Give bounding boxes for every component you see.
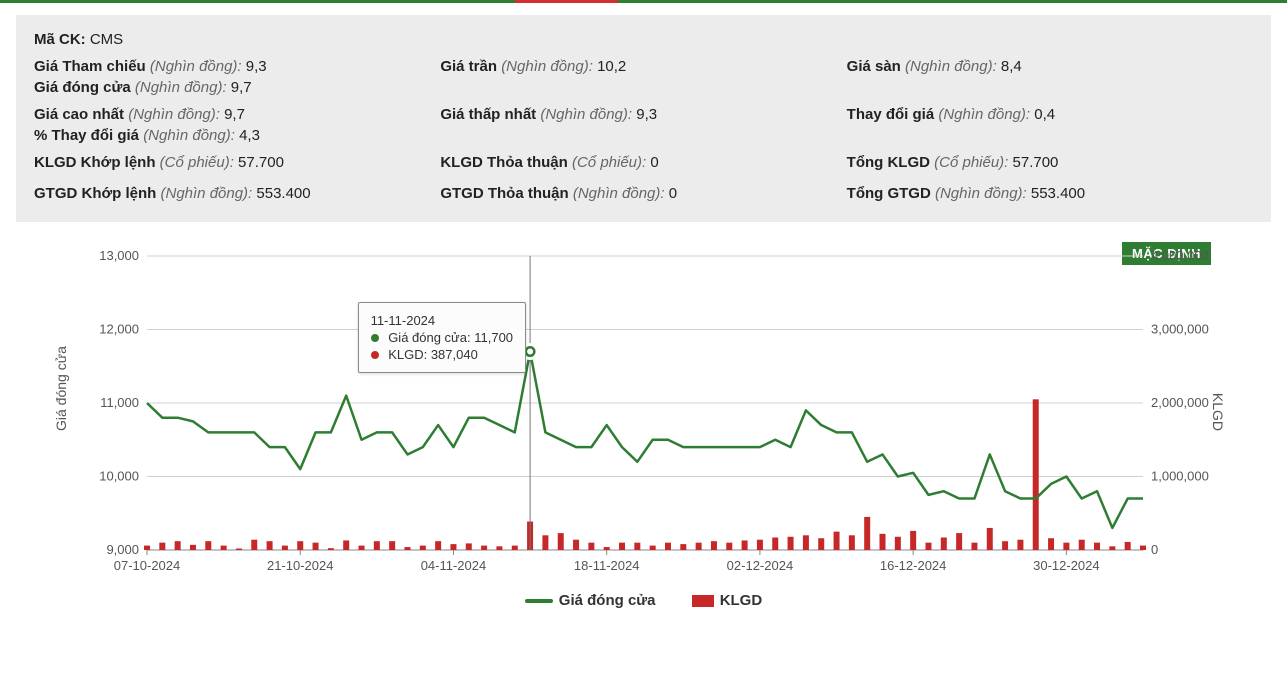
info-item: Giá thấp nhất (Nghìn đồng): 9,3 <box>440 104 846 125</box>
chart-legend: Giá đóng cửa KLGD <box>22 592 1265 609</box>
svg-text:12,000: 12,000 <box>99 322 139 337</box>
info-item: Thay đổi giá (Nghìn đồng): 0,4 <box>847 104 1253 125</box>
tooltip-vol-row: KLGD: 387,040 <box>371 347 513 362</box>
info-item: KLGD Thỏa thuận (Cổ phiếu): 0 <box>440 152 846 173</box>
y-left-axis-label: Giá đóng cửa <box>53 346 69 431</box>
price-volume-chart: 9,000 10,000 11,000 12,000 13,000 0 1,000,000 2… <box>69 246 1219 586</box>
info-item: Tổng KLGD (Cổ phiếu): 57.700 <box>847 152 1253 173</box>
stock-info-panel: Mã CK: CMS Giá Tham chiếu (Nghìn đồng): … <box>16 15 1271 222</box>
stock-code-value: CMS <box>90 31 123 48</box>
chart-tooltip: 11-11-2024 Giá đóng cửa: 11,700 KLGD: 38… <box>358 302 526 373</box>
svg-text:4,000,000: 4,000,000 <box>1151 248 1209 263</box>
info-item: Giá cao nhất (Nghìn đồng): 9,7 <box>34 104 440 125</box>
stock-code: Mã CK: CMS <box>34 29 1253 50</box>
tooltip-date: 11-11-2024 <box>371 313 513 328</box>
info-item: Giá sàn (Nghìn đồng): 8,4 <box>847 56 1253 77</box>
svg-text:02-12-2024: 02-12-2024 <box>726 558 793 573</box>
info-item: GTGD Thỏa thuận (Nghìn đồng): 0 <box>440 183 846 204</box>
svg-text:9,000: 9,000 <box>106 542 139 557</box>
svg-text:18-11-2024: 18-11-2024 <box>573 558 639 573</box>
chart-zone: MẶC ĐỊNH 9,00010,00011,00012,00013,00001… <box>16 222 1271 609</box>
svg-text:16-12-2024: 16-12-2024 <box>879 558 946 573</box>
info-item: Giá trần (Nghìn đồng): 10,2 <box>440 56 846 77</box>
svg-text:0: 0 <box>1151 542 1158 557</box>
info-item: Giá Tham chiếu (Nghìn đồng): 9,3 <box>34 56 440 77</box>
tooltip-vol-dot <box>371 351 379 359</box>
main-container: Mã CK: CMS Giá Tham chiếu (Nghìn đồng): … <box>0 3 1287 621</box>
svg-text:07-10-2024: 07-10-2024 <box>113 558 180 573</box>
svg-text:04-11-2024: 04-11-2024 <box>420 558 486 573</box>
svg-text:10,000: 10,000 <box>99 469 139 484</box>
legend-volume: KLGD <box>692 592 763 609</box>
legend-price: Giá đóng cửa <box>525 592 656 609</box>
svg-text:11,000: 11,000 <box>100 395 139 410</box>
tooltip-price-dot <box>371 334 379 342</box>
svg-text:2,000,000: 2,000,000 <box>1151 395 1209 410</box>
info-item <box>34 173 1253 177</box>
stock-code-label: Mã CK: <box>34 31 86 48</box>
svg-text:3,000,000: 3,000,000 <box>1151 322 1209 337</box>
svg-text:13,000: 13,000 <box>99 248 139 263</box>
info-item: % Thay đổi giá (Nghìn đồng): 4,3 <box>34 125 1253 146</box>
svg-text:1,000,000: 1,000,000 <box>1151 469 1209 484</box>
info-item: Giá đóng cửa (Nghìn đồng): 9,7 <box>34 77 1253 98</box>
info-item: KLGD Khớp lệnh (Cổ phiếu): 57.700 <box>34 152 440 173</box>
info-grid: Giá Tham chiếu (Nghìn đồng): 9,3Giá trần… <box>34 56 1253 204</box>
y-right-axis-label: KLGD <box>1211 393 1227 431</box>
info-item: Tổng GTGD (Nghìn đồng): 553.400 <box>847 183 1253 204</box>
info-item: GTGD Khớp lệnh (Nghìn đồng): 553.400 <box>34 183 440 204</box>
svg-text:21-10-2024: 21-10-2024 <box>266 558 333 573</box>
svg-text:30-12-2024: 30-12-2024 <box>1033 558 1100 573</box>
plot-area: 9,000 10,000 11,000 12,000 13,000 0 1,000,000 2… <box>69 246 1219 586</box>
tooltip-price-row: Giá đóng cửa: 11,700 <box>371 330 513 345</box>
